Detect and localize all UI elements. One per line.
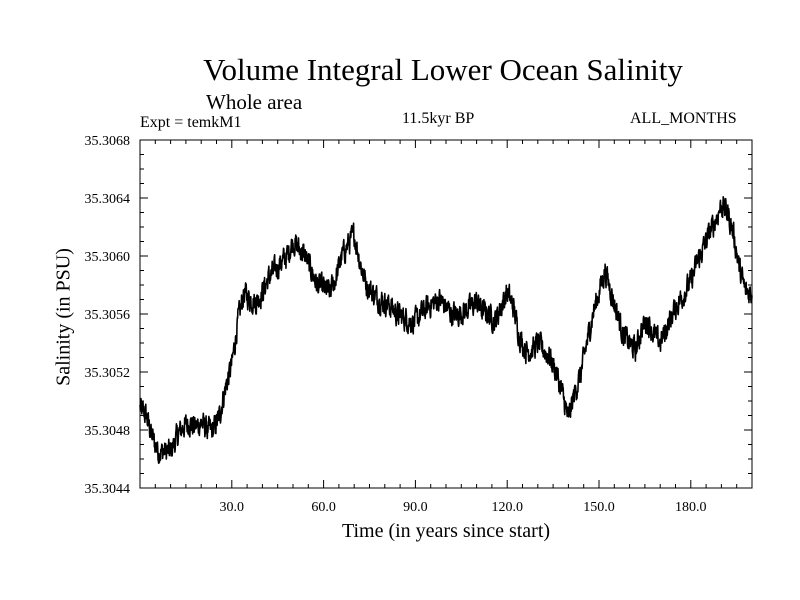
- y-tick-label: 35.3064: [85, 192, 131, 207]
- x-tick-label: 180.0: [675, 500, 707, 515]
- x-tick-label: 150.0: [583, 500, 615, 515]
- x-tick-label: 120.0: [491, 500, 523, 515]
- series-line-salinity: [139, 196, 753, 465]
- ticks-layer: 30.0 60.0 90.0 120.0 150.0 180.0 35.3044 35.304…: [85, 134, 753, 515]
- x-tick-label: 30.0: [220, 500, 245, 515]
- x-tick-label: 90.0: [403, 500, 428, 515]
- y-tick-label: 35.3044: [85, 482, 131, 497]
- x-tick-label: 60.0: [311, 500, 336, 515]
- y-tick-label: 35.3060: [85, 250, 131, 265]
- y-tick-label: 35.3048: [85, 424, 131, 439]
- chart-subtitle: Whole area: [206, 90, 303, 114]
- y-tick-label: 35.3068: [85, 134, 131, 149]
- x-axis-label: Time (in years since start): [341, 520, 551, 542]
- experiment-label: Expt = temkM1: [140, 114, 242, 131]
- period-label: 11.5kyr BP: [402, 110, 475, 127]
- plot-frame: [139, 139, 753, 489]
- months-label: ALL_MONTHS: [630, 110, 737, 127]
- y-tick-label: 35.3052: [85, 366, 131, 381]
- series-layer: [139, 196, 753, 465]
- chart-title: Volume Integral Lower Ocean Salinity: [203, 52, 683, 87]
- y-tick-label: 35.3056: [85, 308, 131, 323]
